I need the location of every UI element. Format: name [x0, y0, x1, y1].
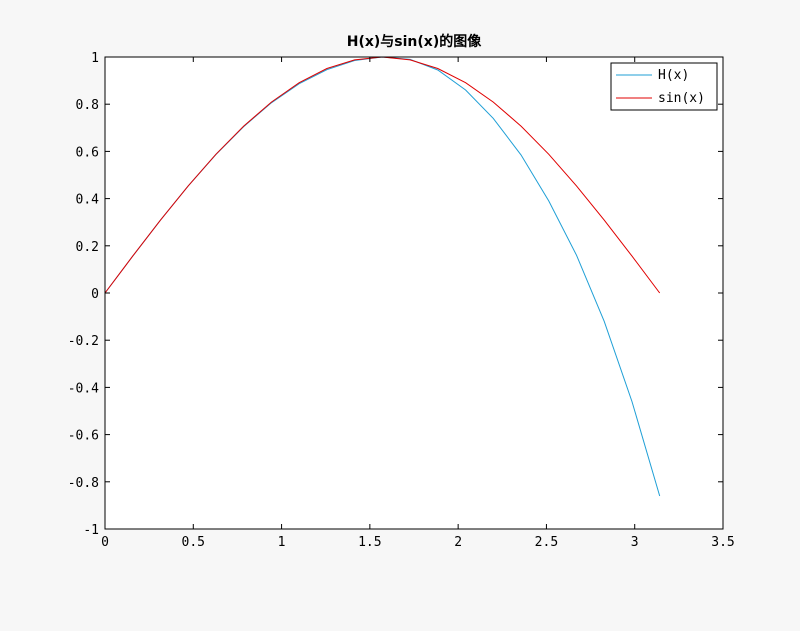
y-tick-label: 0.2 — [76, 240, 99, 255]
chart-title: H(x)与sin(x)的图像 — [347, 33, 482, 50]
x-tick-label: 0.5 — [182, 535, 205, 550]
plot-area — [105, 57, 723, 529]
y-tick-label: -0.8 — [68, 476, 99, 491]
y-tick-label: -0.6 — [68, 429, 99, 444]
x-tick-label: 3 — [631, 535, 639, 550]
y-tick-label: 0.8 — [76, 98, 99, 113]
legend-label-sin: sin(x) — [658, 91, 705, 106]
x-tick-label: 0 — [101, 535, 109, 550]
y-tick-label: -1 — [83, 523, 99, 538]
x-tick-label: 2 — [454, 535, 462, 550]
ticks-layer: 0 0.5 1 1.5 2 2.5 3 3.5 1 0.8 0.6 0.4 0.2 0 -0.2 -0.4 -0… — [68, 51, 735, 550]
y-tick-label: 0 — [91, 287, 99, 302]
y-tick-label: 0.4 — [76, 193, 100, 208]
x-tick-label: 3.5 — [711, 535, 734, 550]
y-tick-label: 1 — [91, 51, 99, 66]
y-tick-label: -0.4 — [68, 381, 99, 396]
y-tick-label: 0.6 — [76, 145, 99, 160]
legend-label-h: H(x) — [658, 68, 689, 83]
x-tick-label: 1 — [278, 535, 286, 550]
legend: H(x) sin(x) — [610, 62, 718, 111]
x-tick-label: 2.5 — [535, 535, 558, 550]
y-tick-label: -0.2 — [68, 334, 99, 349]
x-tick-label: 1.5 — [358, 535, 381, 550]
legend-box — [610, 62, 718, 111]
